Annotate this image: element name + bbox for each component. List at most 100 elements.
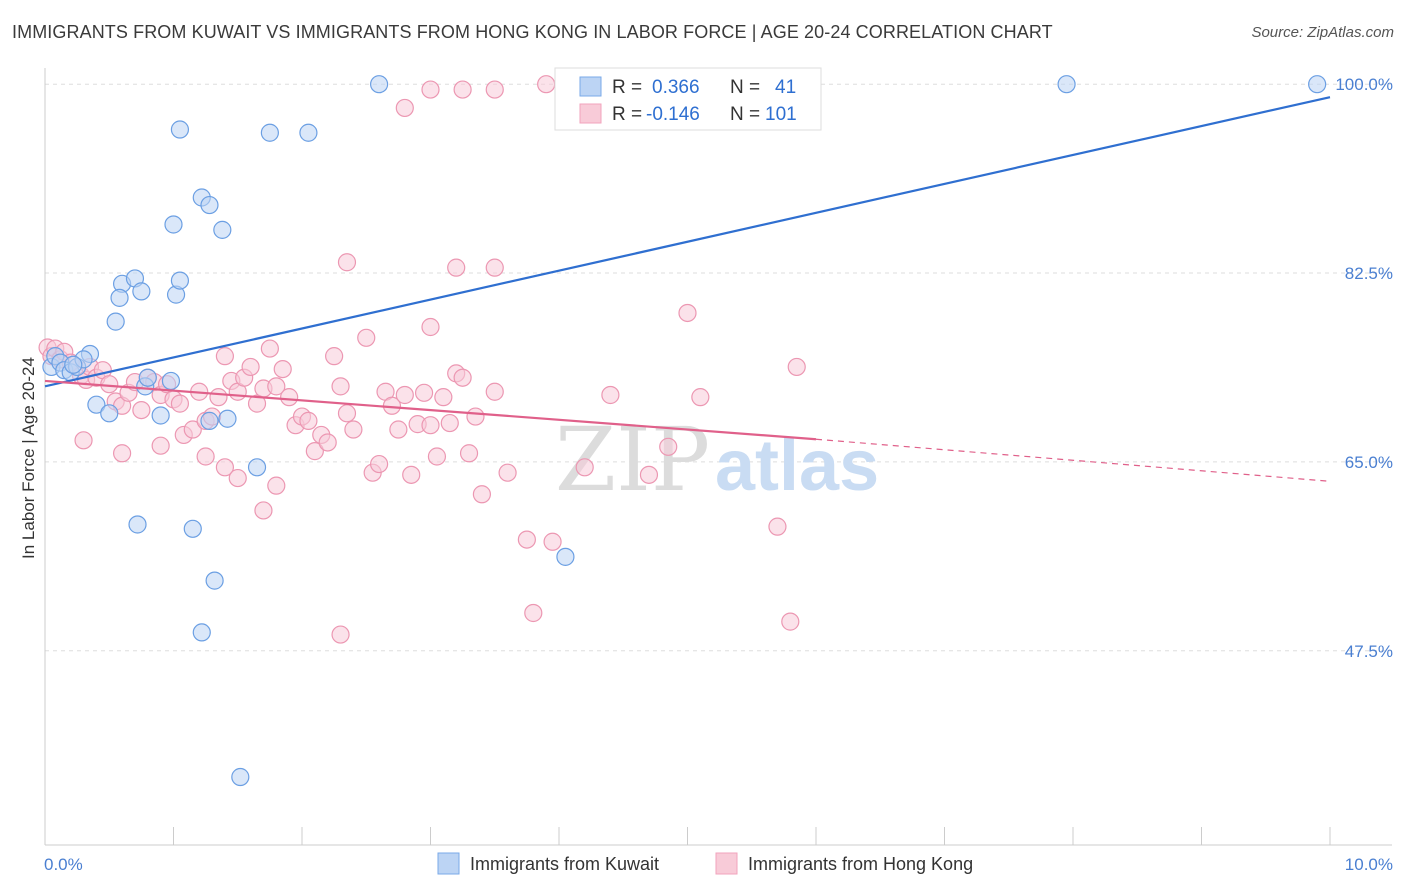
kuwait-point-8 [87, 395, 106, 414]
kuwait-point-27 [218, 409, 237, 428]
bottom-legend-swatch-kuwait [437, 852, 460, 875]
hong-kong-point-69 [485, 382, 504, 401]
hong-kong-point-37 [267, 377, 286, 396]
hong-kong-point-77 [768, 517, 787, 536]
hong-kong-point-84 [228, 468, 247, 488]
kuwait-point-34 [128, 515, 147, 534]
hong-kong-point-90 [485, 258, 504, 277]
legend-swatch-kuwait [579, 76, 602, 97]
legend-n-label-1: N = [730, 77, 760, 98]
hong-kong-point-61 [427, 447, 447, 466]
source-credit: Source: ZipAtlas.com [1251, 24, 1394, 41]
hong-kong-point-65 [453, 368, 472, 387]
y-tick-label-1: 65.0% [1345, 453, 1393, 472]
series-hong-kong [38, 75, 806, 644]
hong-kong-point-63 [440, 413, 459, 433]
legend-r-label-1: R = [612, 77, 642, 98]
kuwait-point-25 [213, 220, 232, 239]
hong-kong-point-82 [196, 447, 215, 466]
hong-kong-point-60 [421, 416, 440, 435]
kuwait-point-21 [164, 215, 183, 234]
hong-kong-point-99 [485, 80, 504, 99]
hong-kong-point-74 [601, 385, 620, 405]
hong-kong-point-79 [74, 431, 93, 450]
kuwait-point-29 [260, 123, 279, 142]
hong-kong-point-49 [344, 420, 363, 439]
hong-kong-point-38 [273, 359, 292, 379]
hong-kong-point-100 [537, 75, 556, 94]
kuwait-point-14 [132, 282, 151, 301]
y-tick-labels: 47.5% 65.0% 82.5% 100.0% [1335, 75, 1393, 661]
hong-kong-point-92 [639, 465, 659, 484]
correlation-legend: R = 0.366 N = 41 R = -0.146 N = 101 [554, 67, 822, 131]
legend-n-label-2: N = [730, 104, 760, 125]
legend-swatch-hong-kong [579, 103, 602, 124]
hong-kong-point-91 [678, 303, 697, 323]
hong-kong-point-73 [575, 458, 594, 477]
kuwait-point-30 [299, 123, 318, 142]
hong-kong-point-94 [524, 603, 543, 623]
hong-kong-point-28 [209, 388, 228, 407]
kuwait-point-10 [106, 312, 125, 331]
hong-kong-point-46 [325, 347, 344, 366]
legend-n-value-kuwait: 41 [775, 77, 796, 98]
trend-line-extension-hong-kong [815, 438, 1331, 482]
legend-n-value-hong-kong: 101 [765, 104, 797, 125]
kuwait-point-40 [64, 355, 83, 374]
hong-kong-point-97 [421, 80, 440, 99]
hong-kong-point-76 [691, 388, 710, 407]
legend-r-value-hong-kong: -0.146 [646, 104, 700, 125]
kuwait-point-37 [192, 623, 211, 642]
hong-kong-point-70 [498, 463, 517, 482]
hong-kong-point-67 [466, 407, 485, 426]
hong-kong-point-39 [280, 388, 299, 407]
chart-title: IMMIGRANTS FROM KUWAIT VS IMMIGRANTS FRO… [12, 22, 1053, 42]
kuwait-point-22 [170, 120, 190, 139]
y-axis-label: In Labor Force | Age 20-24 [19, 357, 38, 559]
hong-kong-point-55 [389, 420, 408, 439]
x-tick-label-max: 10.0% [1345, 855, 1393, 874]
hong-kong-point-24 [183, 420, 202, 439]
kuwait-point-39 [231, 767, 250, 787]
hong-kong-point-86 [254, 501, 273, 520]
hong-kong-point-42 [299, 411, 318, 430]
hong-kong-point-59 [414, 383, 434, 402]
hong-kong-point-88 [421, 317, 440, 337]
hong-kong-point-34 [247, 394, 267, 413]
hong-kong-point-57 [402, 465, 421, 484]
hong-kong-point-36 [260, 339, 279, 358]
trend-lines [44, 96, 1331, 482]
series-kuwait [42, 75, 1327, 787]
hong-kong-point-66 [459, 444, 479, 463]
hong-kong-point-87 [337, 253, 357, 272]
kuwait-point-12 [110, 288, 129, 307]
hong-kong-point-95 [781, 612, 800, 631]
hong-kong-point-75 [659, 437, 678, 456]
hong-kong-point-16 [132, 400, 151, 420]
hong-kong-point-33 [241, 357, 260, 377]
hong-kong-point-89 [447, 258, 466, 277]
hong-kong-point-47 [331, 377, 350, 396]
gridlines [45, 83, 1392, 652]
hong-kong-point-81 [151, 436, 170, 455]
legend-r-value-kuwait: 0.366 [652, 77, 700, 98]
watermark-atlas: atlas [715, 426, 879, 506]
hong-kong-point-68 [472, 485, 491, 504]
kuwait-point-36 [205, 571, 224, 590]
kuwait-point-17 [151, 406, 170, 425]
hong-kong-point-56 [395, 385, 414, 405]
hong-kong-point-48 [337, 404, 357, 423]
kuwait-point-24 [200, 195, 219, 215]
hong-kong-point-96 [395, 98, 414, 118]
y-tick-label-2: 82.5% [1345, 264, 1393, 283]
hong-kong-point-72 [543, 532, 562, 551]
kuwait-point-16 [138, 368, 157, 387]
y-tick-label-0: 47.5% [1345, 642, 1393, 661]
kuwait-point-28 [247, 458, 267, 477]
hong-kong-point-85 [267, 476, 286, 495]
hong-kong-point-80 [112, 444, 132, 463]
hong-kong-point-93 [331, 625, 350, 644]
kuwait-point-31 [370, 75, 389, 94]
hong-kong-point-62 [434, 388, 453, 407]
